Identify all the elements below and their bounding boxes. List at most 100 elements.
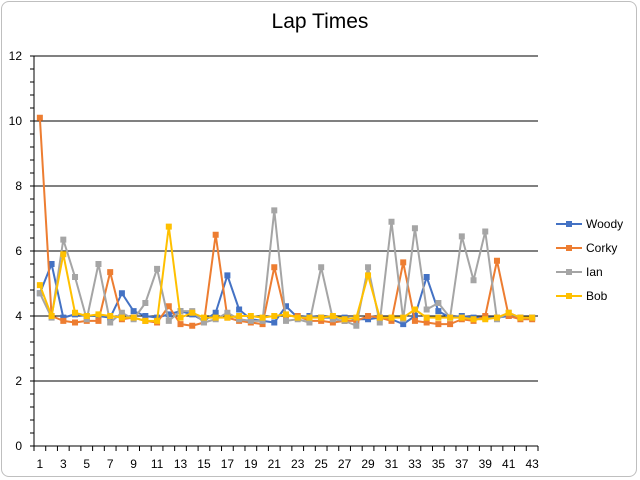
x-tick-label: 39 [479, 457, 493, 471]
legend-label-woody: Woody [586, 217, 623, 231]
data-point-bob [458, 314, 465, 321]
x-tick-label: 23 [291, 457, 305, 471]
data-point-corky [212, 231, 219, 238]
data-point-corky [435, 321, 442, 328]
data-point-corky [60, 317, 67, 324]
x-tick-label: 43 [525, 457, 539, 471]
y-tick-label: 2 [15, 374, 22, 388]
x-tick-label: 33 [408, 457, 422, 471]
y-tick-label: 8 [15, 179, 22, 193]
data-point-ian [411, 225, 418, 232]
x-tick-label: 13 [174, 457, 188, 471]
data-point-ian [388, 218, 395, 225]
x-tick-label: 25 [314, 457, 328, 471]
data-point-bob [493, 314, 500, 321]
data-point-bob [329, 313, 336, 319]
data-point-corky [36, 114, 43, 121]
data-point-woody [236, 306, 243, 313]
data-point-corky [505, 313, 512, 319]
data-point-bob [306, 314, 313, 321]
x-tick-label: 35 [432, 457, 446, 471]
data-point-bob [200, 314, 207, 321]
x-tick-label: 7 [107, 457, 114, 471]
data-point-corky [365, 313, 372, 319]
data-point-bob [95, 311, 102, 318]
data-point-woody [142, 313, 149, 319]
data-point-ian [306, 319, 313, 326]
data-point-ian [95, 261, 102, 267]
data-point-bob [435, 314, 442, 321]
legend-marker-woody [566, 221, 572, 227]
data-point-bob [517, 314, 524, 321]
data-point-corky [482, 313, 489, 319]
data-point-corky [411, 317, 418, 324]
legend-marker-ian [566, 269, 572, 275]
data-point-bob [259, 314, 266, 321]
data-point-bob [177, 314, 184, 321]
data-point-woody [271, 319, 278, 326]
axes [30, 55, 539, 451]
legend-marker-bob [566, 293, 572, 299]
data-point-woody [400, 321, 407, 328]
y-tick-label: 10 [9, 114, 23, 128]
x-tick-label: 37 [455, 457, 469, 471]
data-point-woody [423, 274, 430, 280]
data-point-ian [376, 319, 383, 326]
data-point-ian [83, 316, 90, 323]
data-point-bob [189, 309, 196, 316]
data-point-ian [365, 264, 372, 271]
data-point-ian [72, 274, 79, 280]
data-point-bob [130, 314, 137, 321]
y-tick-label: 0 [15, 439, 22, 453]
data-point-corky [271, 264, 278, 271]
data-point-bob [318, 314, 325, 321]
data-point-ian [224, 309, 231, 316]
x-tick-label: 15 [197, 457, 211, 471]
data-point-ian [470, 277, 477, 284]
data-point-woody [283, 303, 289, 310]
data-point-woody [224, 272, 231, 279]
gridlines [34, 55, 538, 382]
data-point-bob [353, 314, 360, 321]
data-point-bob [224, 314, 231, 321]
x-tick-label: 27 [338, 457, 352, 471]
data-point-woody [130, 308, 137, 315]
data-point-bob [400, 314, 407, 321]
y-tick-label: 4 [15, 309, 22, 323]
data-point-corky [423, 319, 430, 326]
data-point-bob [482, 316, 489, 323]
y-tick-label: 12 [9, 49, 23, 63]
series-line-corky [38, 117, 533, 327]
data-point-bob [107, 313, 114, 319]
data-point-ian [236, 316, 243, 323]
data-point-corky [189, 322, 196, 329]
data-point-bob [470, 316, 477, 323]
x-tick-label: 29 [361, 457, 375, 471]
data-point-bob [447, 314, 454, 321]
chart-title: Lap Times [271, 10, 369, 33]
data-point-woody [60, 314, 67, 321]
data-point-woody [435, 308, 442, 315]
series [36, 114, 536, 329]
data-point-corky [72, 319, 79, 326]
data-point-ian [154, 265, 161, 272]
data-point-bob [212, 314, 219, 321]
data-point-corky [493, 257, 500, 264]
data-point-bob [118, 314, 125, 321]
data-point-ian [259, 317, 266, 324]
x-tick-label: 5 [83, 457, 90, 471]
data-point-bob [48, 313, 55, 319]
x-tick-label: 1 [37, 457, 44, 471]
data-point-corky [318, 317, 325, 324]
data-point-bob [294, 314, 301, 321]
data-point-bob [283, 311, 289, 318]
data-point-bob [388, 314, 395, 321]
data-point-ian [200, 319, 207, 326]
data-point-ian [107, 319, 114, 326]
data-point-ian [353, 322, 360, 329]
y-tick-labels: 0 2 4 6 8 10 12 [9, 49, 23, 453]
data-point-bob [376, 314, 383, 321]
data-point-ian [60, 236, 67, 243]
data-point-bob [505, 309, 512, 316]
